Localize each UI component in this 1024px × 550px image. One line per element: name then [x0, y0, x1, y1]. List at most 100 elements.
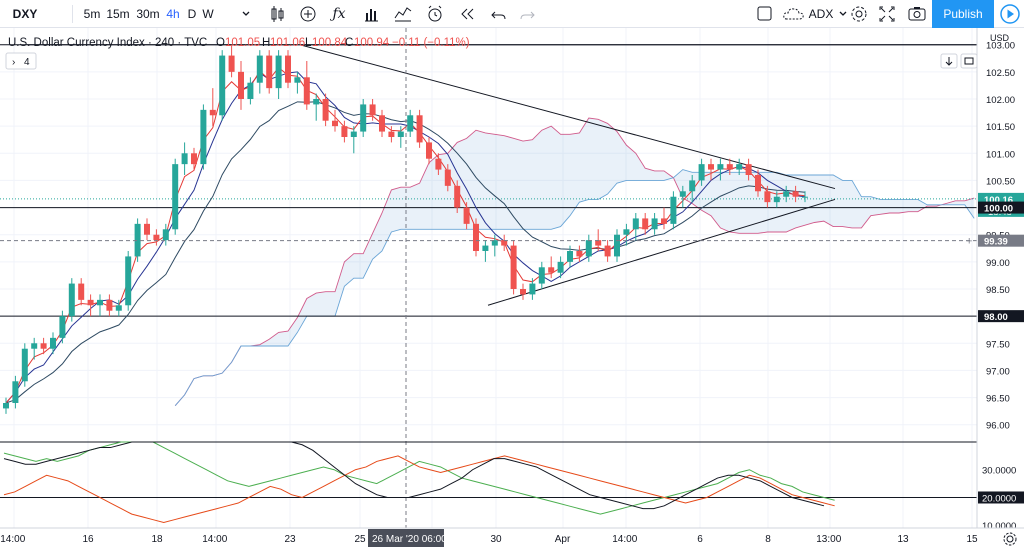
arrow-down-icon: [945, 57, 953, 66]
candle-body: [134, 223, 141, 257]
candle-body: [388, 131, 395, 137]
candle-body: [708, 164, 714, 170]
candle-body: [21, 348, 28, 382]
chevron-down-icon[interactable]: [238, 0, 254, 28]
candle-body: [341, 126, 348, 137]
legend-l-label: L: [305, 37, 312, 49]
legend: U.S. Dollar Currency Index · 240 · TVC O…: [5, 37, 470, 70]
symbol-search-button[interactable]: DXY: [12, 7, 38, 21]
price-tick-label: 102.50: [986, 68, 1015, 79]
candle-body: [313, 99, 320, 105]
candle-body: [144, 223, 150, 235]
time-tick-label: 6: [697, 534, 703, 545]
candle-body: [670, 196, 677, 224]
candle-body: [115, 305, 122, 311]
gear-icon[interactable]: [848, 0, 870, 28]
time-tick-label: 14:00: [202, 534, 227, 545]
fx-icon[interactable]: ƒx: [332, 6, 346, 22]
compare-icon[interactable]: [392, 0, 414, 28]
crosshair-time-box: [368, 529, 444, 547]
cloud-icon[interactable]: [782, 0, 806, 28]
trendline: [487, 198, 836, 306]
candle-body: [59, 316, 66, 338]
square-icon[interactable]: [754, 0, 774, 28]
reset-icon: [964, 57, 974, 65]
candle-body: [661, 218, 667, 224]
candle-body: [679, 191, 686, 197]
publish-button[interactable]: Publish: [932, 0, 994, 28]
fullscreen-icon[interactable]: [876, 0, 898, 28]
time-tick-label: 16: [83, 534, 95, 545]
candle-body: [473, 223, 479, 251]
adx-tick-label: 30.0000: [982, 466, 1016, 477]
candles-icon[interactable]: [266, 0, 288, 28]
candle-body: [322, 99, 329, 121]
crosshair-plus-icon: +: [966, 236, 972, 248]
candle-body: [773, 196, 780, 203]
candle-body: [228, 55, 235, 72]
candle-body: [78, 283, 85, 300]
interval-4h[interactable]: 4h: [166, 7, 180, 21]
candle-body: [491, 240, 498, 246]
candle-body: [50, 337, 56, 349]
indicator-label[interactable]: ADX: [808, 7, 834, 21]
candle-body: [529, 283, 536, 295]
undo-icon[interactable]: [488, 0, 510, 28]
alert-icon[interactable]: [424, 0, 446, 28]
cloud-span-a: [174, 117, 975, 407]
interval-15m[interactable]: 15m: [106, 7, 130, 21]
currency-label: USD: [990, 33, 1010, 43]
minus-di-line: [3, 455, 835, 523]
time-axis: 14:00161814:0023252730Apr14:006813:00131…: [0, 527, 1024, 550]
price-tick-label: 96.50: [986, 394, 1010, 405]
legend-collapse-button[interactable]: [5, 52, 37, 70]
candle-body: [379, 115, 385, 132]
interval-w[interactable]: W: [202, 7, 214, 21]
adx-tick-label: 20.0000: [982, 493, 1016, 504]
candle-body: [256, 55, 263, 83]
camera-icon[interactable]: [906, 0, 928, 28]
price-label-value: 98.00: [984, 312, 1008, 323]
play-icon[interactable]: [996, 0, 1024, 28]
reset-scale-button[interactable]: [960, 53, 978, 69]
candle-body: [238, 71, 244, 99]
interval-d[interactable]: D: [187, 7, 197, 21]
candle-body: [557, 261, 564, 273]
interval-30m[interactable]: 30m: [136, 7, 160, 21]
candle-body: [745, 164, 752, 175]
legend-close: 100.94: [354, 37, 390, 49]
plus-circle-icon[interactable]: [297, 0, 319, 28]
candle-body: [444, 169, 451, 186]
legend-o-label: O: [216, 37, 225, 49]
crosshair: +: [0, 28, 977, 528]
candle-body: [501, 240, 508, 246]
candle-body: [792, 191, 799, 197]
chevron-right-icon: ›: [12, 57, 15, 68]
price-tick-label: 101.00: [986, 149, 1015, 160]
time-tick-label: 25: [355, 534, 367, 545]
candle-body: [689, 180, 696, 192]
candle-body: [726, 164, 733, 170]
candle-body: [285, 55, 291, 83]
top-toolbar: DXY 5m 15m 30m 4h D W ƒx ADX: [0, 0, 1024, 28]
candle-body: [153, 234, 160, 241]
toolbar-divider: [72, 5, 73, 23]
time-tick-label: 30: [491, 534, 503, 545]
candle-body: [172, 164, 179, 230]
candle-body: [181, 153, 188, 165]
candle-body: [632, 218, 639, 230]
redo-icon[interactable]: [516, 0, 538, 28]
candle-body: [642, 218, 649, 230]
candle-body: [266, 55, 273, 89]
time-tick-label: 8: [765, 534, 771, 545]
candle-body: [397, 131, 404, 137]
replay-icon[interactable]: [456, 0, 478, 28]
interval-5m[interactable]: 5m: [83, 7, 101, 21]
candle-body: [31, 343, 38, 349]
bar-icon[interactable]: [360, 0, 382, 28]
chevron-down-icon[interactable]: [836, 0, 850, 28]
candle-body: [623, 229, 630, 235]
candle-body: [12, 381, 19, 403]
